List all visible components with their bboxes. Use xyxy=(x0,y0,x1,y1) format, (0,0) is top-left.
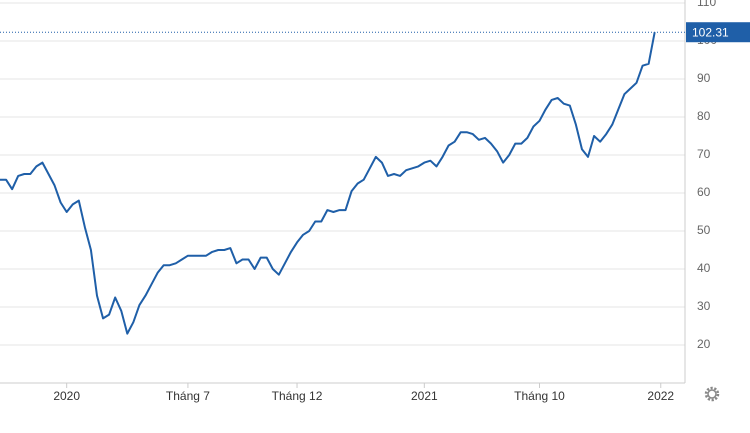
y-tick-label: 40 xyxy=(697,261,711,275)
price-line xyxy=(0,32,656,335)
gear-teeth xyxy=(704,386,720,402)
x-tick-label: Tháng 12 xyxy=(272,389,323,403)
y-tick-label: 30 xyxy=(697,299,711,313)
last-value-label: 102.31 xyxy=(692,25,729,39)
grid-layer xyxy=(0,2,685,346)
x-tick-label: 2020 xyxy=(53,389,80,403)
y-tick-label: 70 xyxy=(697,147,711,161)
x-tick-label: Tháng 10 xyxy=(514,389,565,403)
y-tick-label: 60 xyxy=(697,185,711,199)
x-tick-label: 2022 xyxy=(647,389,674,403)
y-tick-label: 80 xyxy=(697,109,711,123)
y-tick-label: 50 xyxy=(697,223,711,237)
x-tick-label: Tháng 7 xyxy=(166,389,210,403)
gear-body xyxy=(707,389,717,399)
x-tick-label: 2021 xyxy=(411,389,438,403)
y-tick-label: 20 xyxy=(697,337,711,351)
last-value-box xyxy=(686,22,750,43)
y-tick-label: 110 xyxy=(697,0,716,9)
y-tick-label: 90 xyxy=(697,71,711,85)
settings-icon[interactable] xyxy=(704,386,720,402)
